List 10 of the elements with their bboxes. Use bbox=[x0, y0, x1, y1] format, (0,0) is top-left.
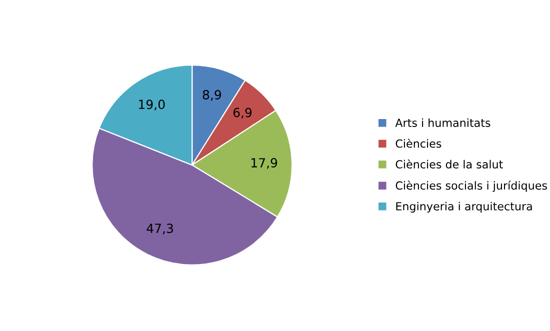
legend-label: Arts i humanitats bbox=[395, 118, 490, 127]
data-label: 6,9 bbox=[233, 108, 252, 119]
legend-label: Enginyeria i arquitectura bbox=[396, 202, 532, 213]
data-label: 8,9 bbox=[202, 90, 222, 101]
legend-label: Ciències bbox=[396, 138, 442, 148]
legend-label: Ciències socials i jurídiques bbox=[396, 180, 547, 192]
data-label: 19,0 bbox=[139, 100, 165, 110]
data-label: 47,3 bbox=[146, 224, 173, 234]
legend-label: Ciències de la salut bbox=[396, 159, 503, 168]
data-label: 17,9 bbox=[252, 158, 278, 169]
